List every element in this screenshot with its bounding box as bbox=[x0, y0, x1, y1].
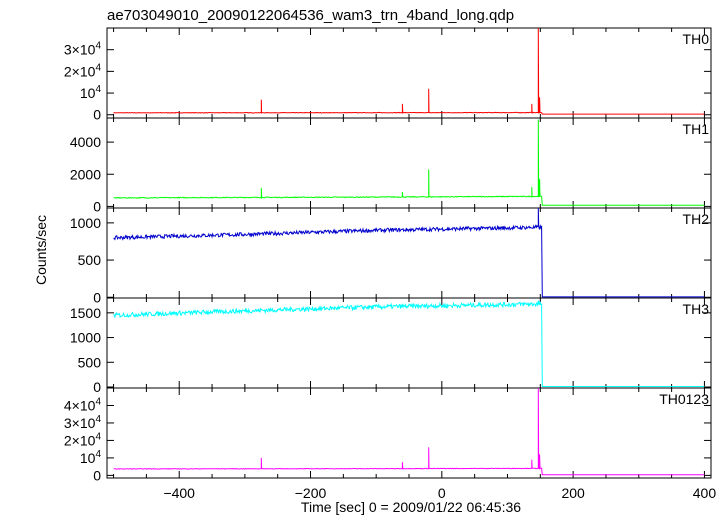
y-tick-label: 1500 bbox=[70, 305, 101, 321]
y-tick-label: 104 bbox=[80, 84, 102, 101]
series-line-th1 bbox=[113, 119, 705, 206]
y-tick-label: 0 bbox=[93, 467, 101, 483]
x-tick-label: 200 bbox=[561, 485, 585, 501]
series-line-th0123 bbox=[113, 387, 705, 476]
y-tick-label: 3×104 bbox=[64, 414, 102, 431]
y-tick-label: 0 bbox=[93, 379, 101, 395]
y-tick-label: 104 bbox=[80, 449, 102, 466]
y-tick-label: 1000 bbox=[70, 215, 101, 231]
x-tick-label: −400 bbox=[163, 485, 195, 501]
y-axis-label: Counts/sec bbox=[33, 215, 49, 285]
y-tick-label: 2×104 bbox=[64, 62, 102, 79]
x-tick-label: 400 bbox=[693, 485, 717, 501]
y-tick-label: 0 bbox=[93, 107, 101, 123]
y-tick-label: 3×104 bbox=[64, 41, 102, 58]
y-tick-label: 2×104 bbox=[64, 431, 102, 448]
series-line-th2 bbox=[113, 207, 705, 298]
panel-label: TH3 bbox=[683, 301, 710, 317]
panel-frame bbox=[106, 117, 712, 209]
series-line-th0 bbox=[113, 27, 705, 115]
panel-th2: 0 500 1000 TH2 bbox=[70, 207, 712, 305]
y-tick-label: 2000 bbox=[70, 166, 101, 182]
y-tick-label: 4000 bbox=[70, 134, 101, 150]
y-tick-label: 0 bbox=[93, 289, 101, 305]
panel-th1: 0 2000 4000 TH1 bbox=[70, 117, 712, 214]
panel-th0: 0 104 2×104 3×104 TH0 bbox=[64, 27, 712, 123]
y-tick-label: 500 bbox=[78, 252, 102, 268]
panel-label: TH2 bbox=[683, 211, 710, 227]
y-tick-label: 0 bbox=[93, 198, 101, 214]
panel-th3: 0 500 1000 1500 TH3 bbox=[70, 297, 712, 395]
y-tick-label: 500 bbox=[78, 354, 102, 370]
y-tick-label: 1000 bbox=[70, 330, 101, 346]
panel-frame bbox=[106, 207, 712, 299]
series-line-th3 bbox=[113, 300, 705, 387]
x-tick-label: 0 bbox=[438, 485, 446, 501]
panel-frame bbox=[106, 27, 712, 119]
panel-label: TH0 bbox=[683, 31, 710, 47]
panel-label: TH1 bbox=[683, 121, 710, 137]
panel-label: TH0123 bbox=[659, 391, 709, 407]
panel-frame bbox=[106, 387, 712, 479]
x-tick-label: −200 bbox=[295, 485, 327, 501]
chart-title: ae703049010_20090122064536_wam3_trn_4ban… bbox=[107, 7, 514, 24]
y-tick-label: 4×104 bbox=[64, 396, 102, 413]
x-axis-label: Time [sec] 0 = 2009/01/22 06:45:36 bbox=[301, 499, 521, 515]
